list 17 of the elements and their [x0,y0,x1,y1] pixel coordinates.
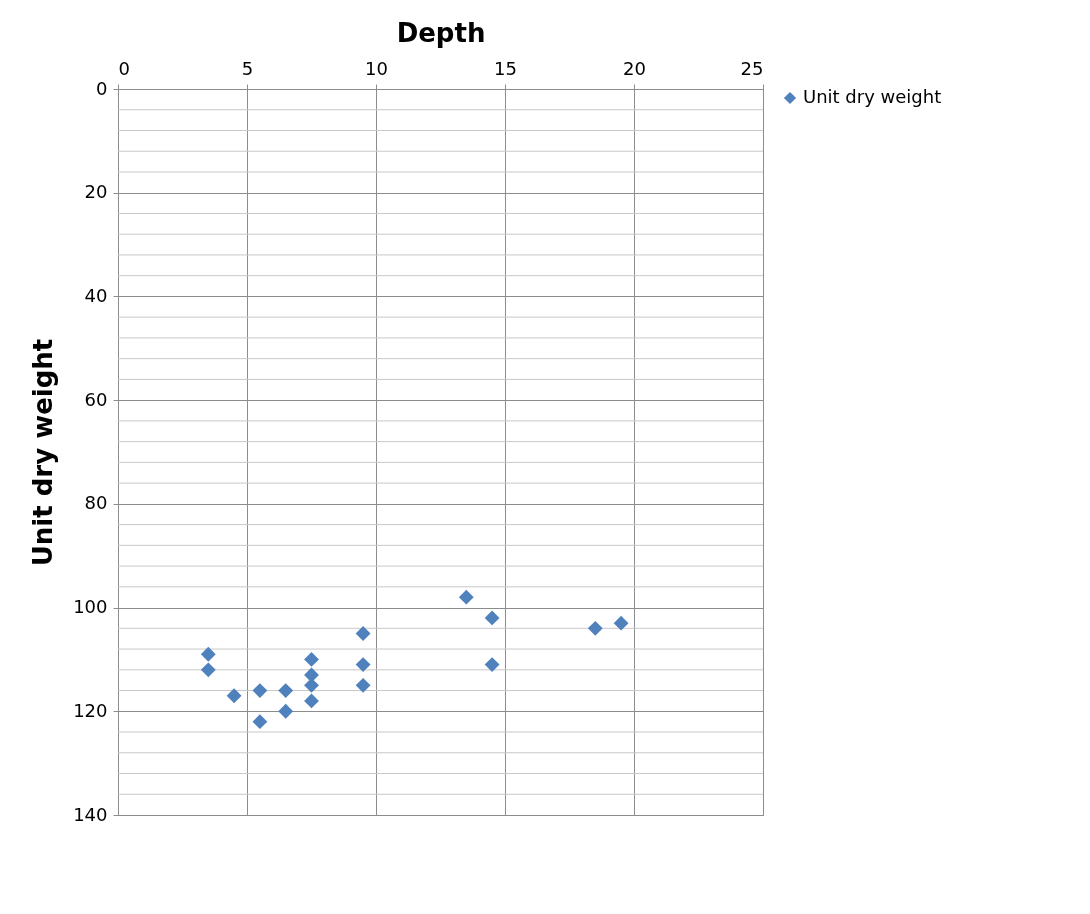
x-tick-label: 25 [740,57,764,79]
x-tick-label: 5 [241,57,254,79]
y-tick-label: 20 [84,181,108,203]
x-axis-title: Depth [396,17,486,48]
x-tick-label: 10 [365,57,388,79]
y-tick-label: 80 [84,492,108,514]
x-tick-label: 0 [118,57,130,79]
y-axis-title: Unit dry weight [28,338,59,567]
y-tick-label: 40 [84,284,108,306]
y-tick-label: 100 [73,596,108,618]
y-tick-label: 140 [73,803,108,825]
legend-label: Unit dry weight [803,86,942,107]
x-tick-label: 15 [494,57,517,79]
y-tick-label: 60 [84,388,108,410]
y-tick-label: 0 [96,77,108,99]
y-tick-label: 120 [73,699,108,721]
x-tick-label: 20 [623,57,646,79]
